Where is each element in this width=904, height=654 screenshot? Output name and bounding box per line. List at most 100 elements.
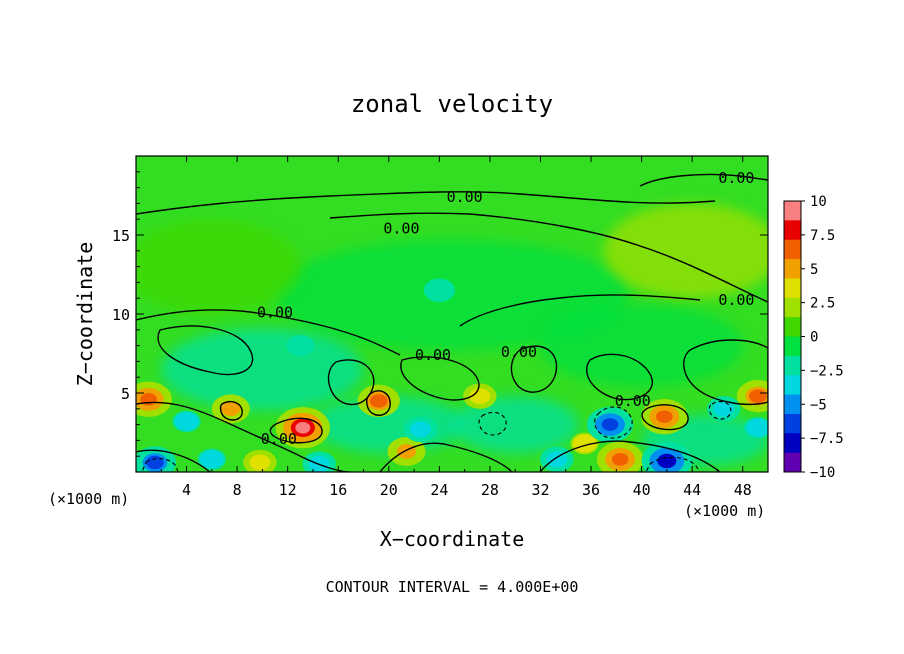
x-tick-label: 36: [582, 481, 600, 499]
colorbar-swatch: [784, 220, 801, 241]
contour-labels: 0.00 0.00 0.00 0.00 0.00 0.00 0.00 0.00 0.00: [257, 169, 754, 448]
colorbar-tick-label: 0: [810, 330, 818, 346]
contour-zero-upper: [136, 191, 716, 215]
contour-zero-cell-3: [400, 356, 480, 401]
y-axis-title: Z−coordinate: [73, 242, 97, 387]
contour-label: 0.00: [257, 303, 293, 321]
contour-label: 0.00: [501, 343, 537, 361]
contour-interval-note: CONTOUR INTERVAL = 4.000E+00: [326, 578, 579, 596]
field-level: [656, 410, 673, 424]
field-level: [295, 422, 311, 434]
contour-zero-top: [639, 173, 768, 187]
colorbar-swatch: [784, 201, 801, 221]
colorbar-swatch: [784, 452, 801, 473]
field-region: [540, 304, 743, 387]
field-level: [140, 393, 157, 406]
contour-label: 0.00: [383, 220, 419, 238]
contour-pos-3: [365, 390, 391, 416]
colorbar: 10 7.5 5 2.5 0 −2.5 −5 −7.5 −10: [783, 194, 844, 481]
colorbar-tick-label: −5: [810, 397, 827, 413]
field-region: [161, 328, 364, 411]
x-tick-label: 20: [380, 481, 398, 499]
colorbar-tick-label: 10: [810, 194, 827, 210]
field-feature: [197, 448, 226, 471]
field-region: [136, 219, 301, 314]
x-axis-title: X−coordinate: [380, 527, 525, 551]
contour-label: 0.00: [718, 169, 754, 187]
contour-zero-bottom-1: [136, 401, 351, 472]
contour-neg-5: [708, 401, 732, 420]
x-tick-label: 28: [481, 481, 499, 499]
plot-area: 0.00 0.00 0.00 0.00 0.00 0.00 0.00 0.00 0.00: [135, 155, 769, 473]
field-feature: [243, 449, 277, 472]
field-level: [221, 401, 241, 417]
field-feature: [423, 278, 455, 303]
field-level: [746, 418, 768, 437]
negative-contours: [141, 401, 732, 472]
contour-zero-mid: [329, 212, 768, 303]
x-axis: 4 8 12 16 20 24 28 32 36 40 44 48: [160, 156, 752, 499]
colorbar-tick-label: −2.5: [810, 363, 844, 379]
field-level: [146, 455, 164, 470]
x-tick-label: 4: [182, 481, 191, 499]
contour-lines: [136, 173, 768, 472]
colorbar-swatch: [784, 297, 801, 318]
contour-zero-cell-1: [157, 325, 254, 376]
field-feature: [463, 383, 497, 409]
colorbar-swatch: [784, 375, 801, 396]
field-level: [611, 453, 629, 466]
field-level: [546, 451, 568, 468]
contour-label: 0.00: [447, 188, 483, 206]
colorbar-swatch: [784, 278, 801, 299]
x-axis-unit-right: (×1000 m): [684, 502, 765, 520]
contour-pos-1: [269, 417, 323, 444]
field-level: [200, 450, 224, 469]
contour-zero-cell-2: [327, 359, 375, 406]
field-level: [572, 434, 597, 453]
field-region: [603, 203, 768, 299]
colorbar-swatch: [784, 239, 801, 260]
contour-zero-lower-left: [136, 309, 401, 356]
field-level: [658, 454, 675, 467]
contour-label: 0.00: [615, 392, 651, 410]
field-level: [396, 444, 417, 459]
field-feature: [586, 406, 634, 443]
x-tick-label: 40: [633, 481, 651, 499]
colorbar-tick-label: 7.5: [810, 228, 835, 244]
colorbar-swatch: [784, 259, 801, 279]
y-tick-label: 5: [121, 385, 130, 403]
contour-neg-3: [141, 457, 179, 472]
chart-title: zonal velocity: [351, 90, 553, 118]
field-level: [469, 388, 491, 405]
field-level: [286, 335, 315, 357]
field-level: [749, 389, 767, 403]
contour-zero-bottom-3: [539, 440, 721, 472]
colorbar-swatch: [784, 355, 801, 376]
contour-label: 0.00: [718, 291, 754, 309]
field-level: [423, 278, 455, 303]
colorbar-tick-label: 5: [810, 262, 818, 278]
colorbar-tick-label: 2.5: [810, 296, 835, 312]
contour-zero-lower-right: [459, 294, 701, 327]
contour-pos-4: [219, 400, 243, 421]
contour-zero-cell-4: [510, 345, 558, 393]
x-tick-label: 44: [683, 481, 701, 499]
x-tick-label: 24: [430, 481, 448, 499]
x-tick-label: 32: [531, 481, 549, 499]
field-level: [369, 394, 388, 408]
y-tick-label: 15: [112, 227, 130, 245]
field-level: [713, 400, 735, 417]
field-feature: [743, 416, 768, 439]
contour-neg-1: [594, 406, 633, 439]
contour-zero-bottom-4: [136, 449, 211, 472]
colorbar-swatch: [784, 317, 801, 337]
field-region: [452, 396, 579, 454]
field-feature: [211, 394, 250, 424]
x-tick-label: 8: [233, 481, 242, 499]
contour-pos-2: [641, 404, 689, 431]
field-level: [174, 412, 199, 431]
field-feature: [172, 410, 201, 433]
contour-zero-cell-6: [683, 339, 768, 405]
colorbar-swatch: [784, 433, 801, 454]
